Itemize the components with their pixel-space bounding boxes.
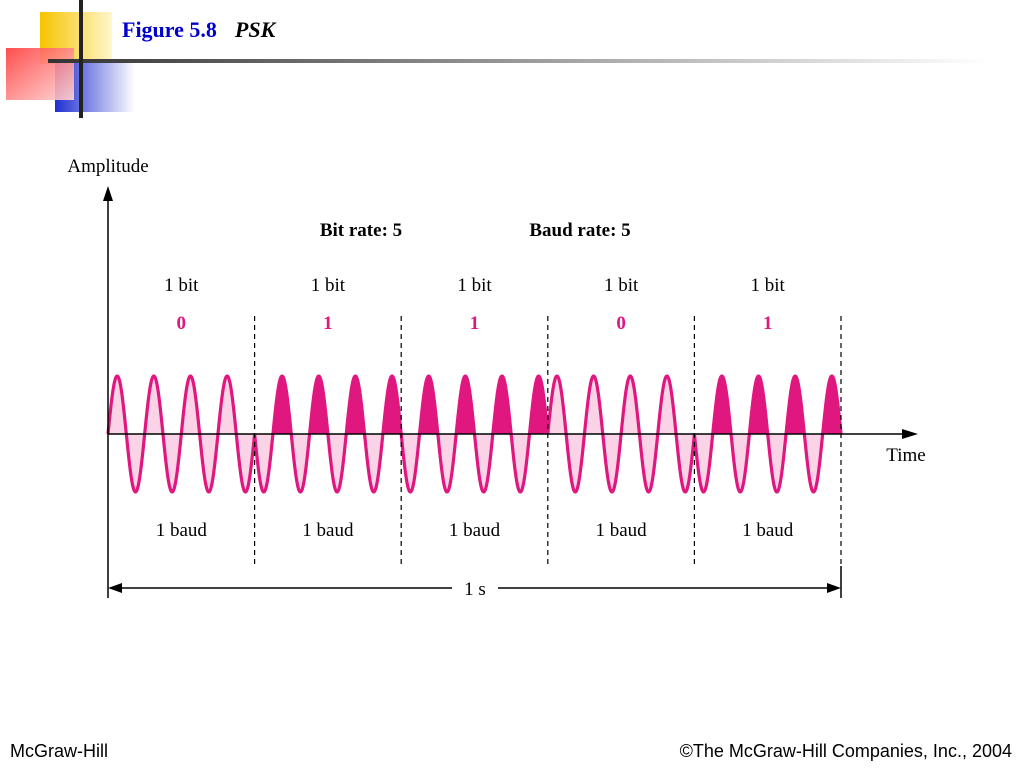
bit-1-lower-fill: [108, 434, 255, 492]
bit-1-value: 0: [177, 313, 187, 334]
bit-rate-label: Bit rate: 5: [320, 220, 402, 241]
duration-label: 1 s: [464, 579, 486, 600]
duration-arrow-right: [827, 583, 841, 593]
bit-3-lower-fill: [401, 434, 548, 492]
red-block: [6, 48, 74, 100]
bit-5-phase-fill: [694, 376, 841, 434]
bit-4-lower-fill: [547, 434, 695, 492]
bit-5-baud: 1 baud: [742, 520, 794, 541]
bit-4-upper-fill: [547, 376, 695, 434]
header-rule: [48, 59, 988, 63]
amplitude-axis-arrow: [103, 186, 113, 201]
bit-2-phase-fill: [254, 376, 402, 434]
bit-3-value: 1: [470, 313, 480, 334]
header-decoration: [6, 0, 988, 118]
bit-2-label: 1 bit: [311, 275, 346, 296]
footer-copyright: ©The McGraw-Hill Companies, Inc., 2004: [679, 741, 1012, 761]
header-vertical-rule: [79, 0, 83, 118]
bit-5-lower-fill: [694, 434, 841, 492]
bit-2-baud: 1 baud: [302, 520, 354, 541]
bit-5-label: 1 bit: [751, 275, 786, 296]
bit-5-value: 1: [763, 313, 773, 334]
figure-name: PSK: [234, 17, 276, 42]
duration-arrow-left: [108, 583, 122, 593]
footer-publisher: McGraw-Hill: [10, 741, 108, 761]
figure-label: Figure 5.8: [122, 17, 217, 42]
bit-dividers: [254, 316, 842, 566]
time-label: Time: [886, 445, 925, 466]
bit-3-baud: 1 baud: [449, 520, 501, 541]
waveform-fills: [108, 376, 841, 492]
bit-4-value: 0: [616, 313, 626, 334]
figure-title: Figure 5.8 PSK: [122, 17, 275, 43]
bit-1-label: 1 bit: [164, 275, 199, 296]
bit-4-label: 1 bit: [604, 275, 639, 296]
bit-4-baud: 1 baud: [596, 520, 648, 541]
amplitude-label: Amplitude: [67, 156, 148, 177]
bit-labels: 1 bit 0 1 baud 1 bit 1 1 baud 1 bit 1 1 baud 1 bi…: [156, 275, 794, 541]
bit-3-label: 1 bit: [457, 275, 492, 296]
bit-1-upper-fill: [108, 376, 255, 434]
bit-2-value: 1: [323, 313, 333, 334]
time-axis-arrow: [902, 429, 918, 439]
bit-2-lower-fill: [254, 434, 402, 492]
bit-3-phase-fill: [401, 376, 548, 434]
bit-1-baud: 1 baud: [156, 520, 208, 541]
baud-rate-label: Baud rate: 5: [529, 220, 630, 241]
